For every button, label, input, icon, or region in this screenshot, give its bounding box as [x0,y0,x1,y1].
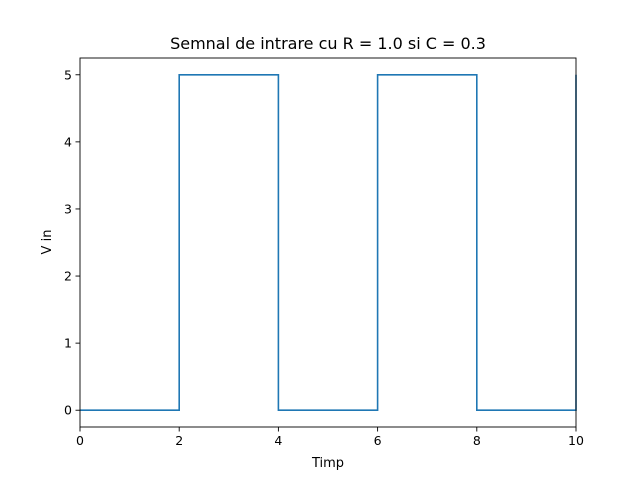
axes-frame [79,57,577,428]
y-tick-label: 1 [64,336,72,351]
plot-area [79,57,577,428]
y-tick-label: 3 [64,201,72,216]
x-tick-label: 6 [374,433,382,448]
x-axis: 0 2 4 6 8 10 [76,427,584,448]
x-axis-label: Timp [311,456,344,471]
chart-title: Semnal de intrare cu R = 1.0 si C = 0.3 [170,34,486,53]
x-tick-label: 4 [274,433,282,448]
y-tick-label: 2 [64,269,72,284]
y-tick-label: 0 [64,403,72,418]
x-tick-label: 2 [175,433,183,448]
y-axis-label: V in [40,230,55,255]
y-tick-label: 4 [64,134,72,149]
x-tick-label: 8 [473,433,481,448]
x-tick-label: 0 [76,433,84,448]
x-tick-label: 10 [568,433,584,448]
y-tick-label: 5 [64,67,72,82]
series-line-0 [80,73,577,412]
y-axis: 0 1 2 3 4 5 [64,67,80,418]
